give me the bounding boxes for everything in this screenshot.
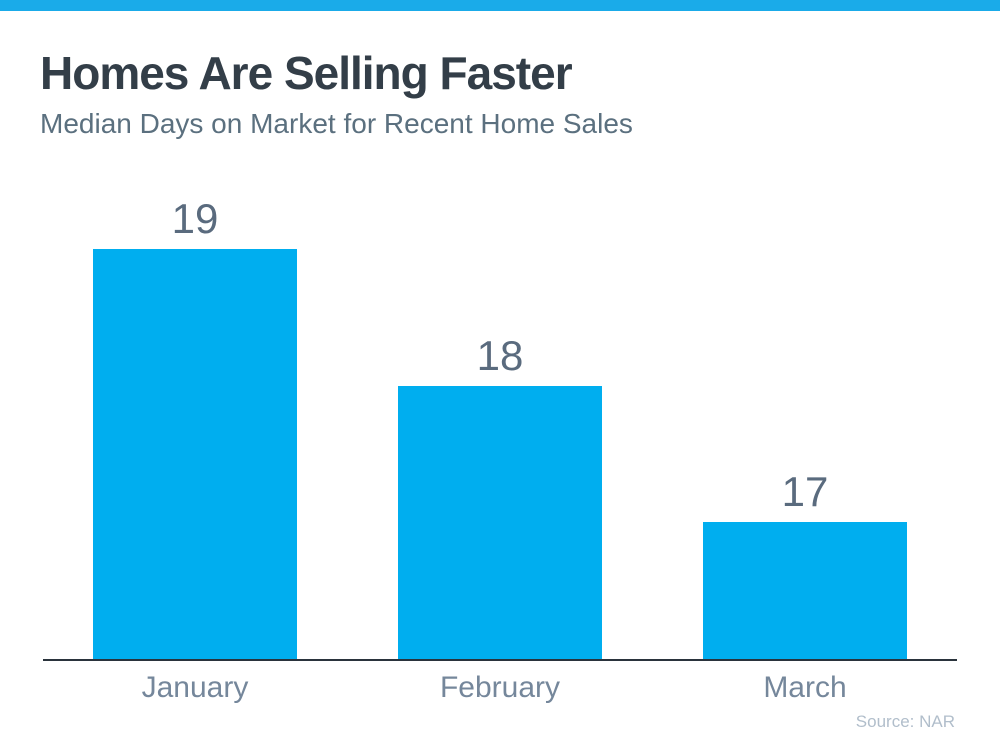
bar-january: [93, 249, 297, 659]
bar-group-march: 17: [703, 471, 907, 659]
x-tick-label-march: March: [763, 671, 847, 704]
bar-value-label: 17: [781, 468, 829, 515]
x-axis-line: [43, 659, 957, 661]
bar-value-label: 19: [171, 195, 219, 242]
x-tick-label-january: January: [141, 671, 249, 704]
top-accent-band: [0, 0, 1000, 11]
bar-march: [703, 522, 907, 659]
bar-group-february: 18: [398, 335, 602, 659]
bar-february: [398, 386, 602, 659]
source-attribution: Source: NAR: [855, 712, 955, 731]
page-title: Homes Are Selling Faster: [40, 47, 573, 99]
bar-group-january: 19: [93, 198, 297, 659]
bar-value-label: 18: [476, 332, 524, 379]
page-subtitle: Median Days on Market for Recent Home Sa…: [40, 108, 633, 139]
x-tick-label-february: February: [439, 671, 561, 704]
